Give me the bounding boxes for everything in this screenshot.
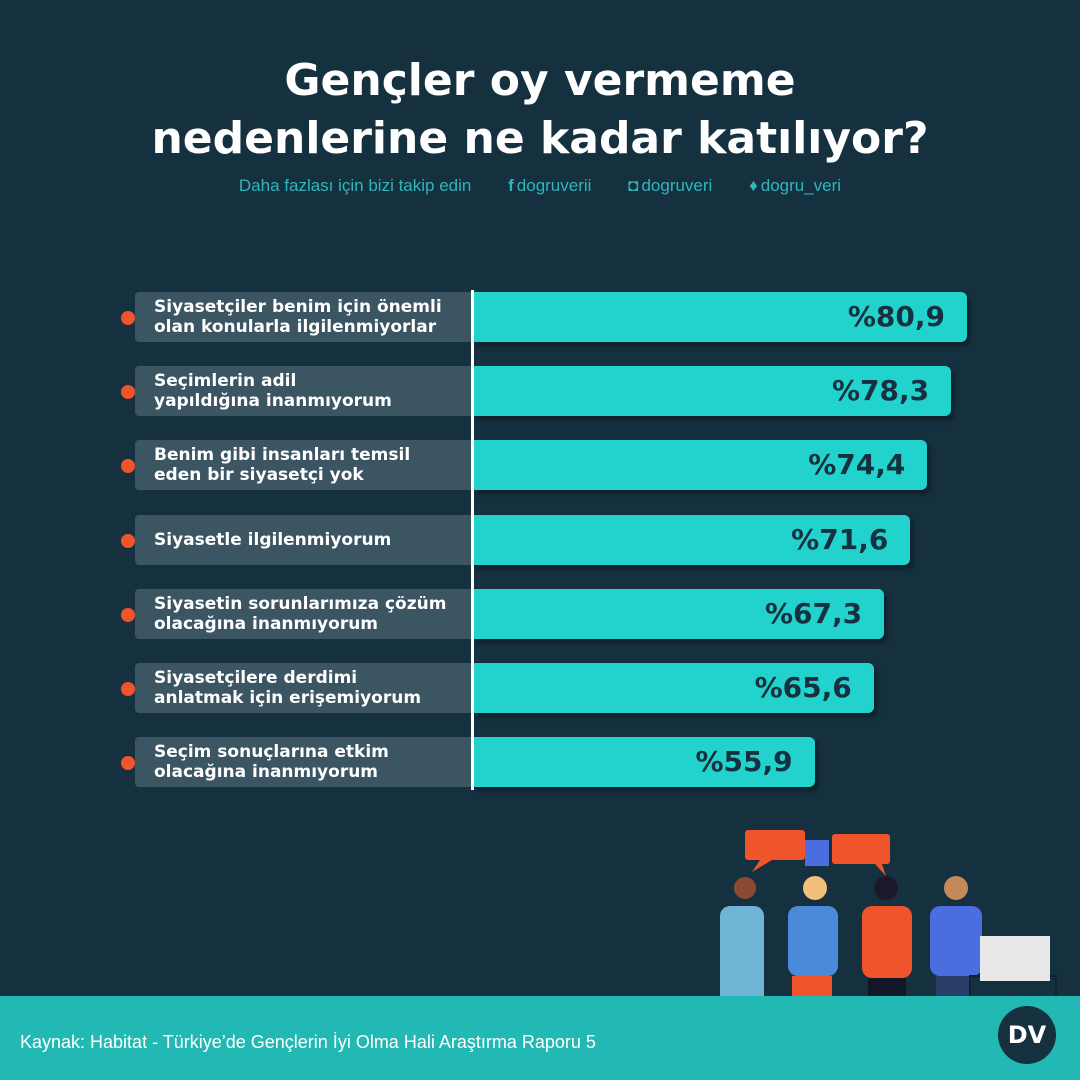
bar-row: Siyasetçiler benim için önemli olan konu… — [0, 292, 1080, 348]
bar-row: Seçimlerin adil yapıldığına inanmıyorum%… — [0, 366, 1080, 422]
social-links: Daha fazlası için bizi takip edin f dogru… — [0, 176, 1080, 196]
bar-value-label: %80,9 — [847, 300, 945, 333]
instagram-handle: dogruveri — [641, 176, 713, 195]
bar-label-box — [135, 440, 475, 491]
bar-label-box — [135, 588, 475, 639]
bar-row: Benim gibi insanları temsil eden bir siy… — [0, 440, 1080, 496]
facebook-link[interactable]: f dogruverii — [508, 176, 591, 195]
facebook-handle: dogruverii — [516, 176, 592, 195]
bar-row: Siyasetçilere derdimi anlatmak için eriş… — [0, 663, 1080, 719]
bar-label-box — [135, 663, 475, 713]
bar-category-label: Siyasetçiler benim için önemli olan konu… — [154, 297, 442, 337]
bar-value-label: %67,3 — [764, 596, 863, 630]
bar-row: Siyasetle ilgilenmiyorum %71,6 — [0, 514, 1080, 571]
bullet-dot — [121, 756, 135, 771]
bar-category-label: Siyasetin sorunlarımıza çözüm olacağına … — [154, 593, 447, 634]
bar — [474, 440, 928, 491]
bar-value-label: %65,6 — [754, 671, 852, 704]
bar — [474, 292, 967, 342]
source-note: Kaynak: Habitat - Türkiye’de Gençlerin İ… — [20, 1032, 596, 1052]
bar-category-label: Siyasetle ilgilenmiyorum — [154, 529, 392, 550]
bar-value-label: %55,9 — [695, 745, 793, 779]
bullet-dot — [121, 533, 135, 548]
bar-label-box — [135, 292, 475, 342]
bar-value-label: %71,6 — [791, 522, 889, 556]
footer-band — [0, 996, 1080, 1080]
bullet-dot — [121, 311, 135, 325]
bullet-dot — [121, 385, 135, 400]
dv-logo: DV — [998, 1006, 1056, 1064]
bullet-dot — [121, 607, 135, 622]
chart-axis-line — [471, 290, 474, 790]
bar-category-label: Siyasetçilere derdimi anlatmak için eriş… — [154, 668, 422, 708]
instagram-link[interactable]: ◘ dogruveri — [628, 176, 712, 195]
bar-label-box — [135, 514, 475, 565]
bullet-dot — [121, 682, 135, 696]
bar-value-label: %74,4 — [808, 448, 906, 482]
bar-category-label: Seçimlerin adil yapıldığına inanmıyorum — [154, 371, 392, 412]
bar-label-box — [135, 366, 475, 417]
twitter-icon: ♦ — [749, 176, 758, 195]
bar — [474, 663, 874, 713]
chart-title: Gençler oy vermeme nedenlerine ne kadar … — [0, 52, 1080, 168]
bar-value-label: %78,3 — [832, 374, 930, 408]
bar-category-label: Benim gibi insanları temsil eden bir siy… — [154, 445, 411, 486]
title-line-2: nedenlerine ne kadar katılıyor? — [151, 113, 929, 164]
twitter-handle: dogru_veri — [760, 176, 842, 195]
bar-category-label: Seçim sonuçlarına etkim olacağına inanmı… — [154, 742, 389, 783]
bar — [474, 737, 815, 788]
bar — [474, 514, 911, 565]
bar-label-box — [135, 737, 475, 788]
bullet-dot — [121, 459, 135, 474]
bar-row: Siyasetin sorunlarımıza çözüm olacağına … — [0, 588, 1080, 645]
instagram-icon: ◘ — [628, 176, 639, 195]
facebook-icon: f — [508, 176, 514, 195]
bar-row: Seçim sonuçlarına etkim olacağına inanmı… — [0, 737, 1080, 793]
twitter-link[interactable]: ♦ dogru_veri — [749, 176, 841, 195]
follow-text: Daha fazlası için bizi takip edin — [238, 176, 472, 195]
title-line-1: Gençler oy vermeme — [284, 55, 796, 106]
bar — [474, 366, 952, 417]
bar — [474, 588, 885, 639]
